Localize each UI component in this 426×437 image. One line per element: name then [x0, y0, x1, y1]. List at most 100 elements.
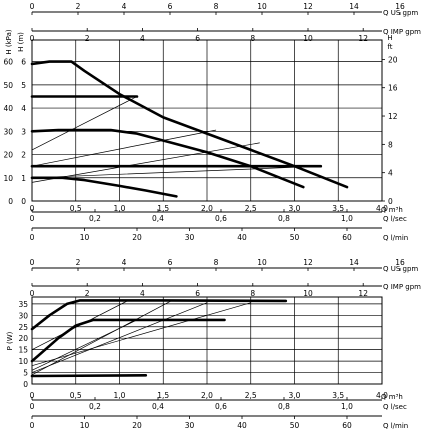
- w-tick-label: 25: [18, 323, 28, 332]
- imp-gpm-tick-label: 0: [30, 34, 35, 43]
- power-series-1: [30, 299, 288, 331]
- w-axis-label: P (W): [6, 331, 14, 350]
- m-tick-label: 0: [21, 197, 26, 206]
- m-tick-label: 4: [21, 104, 26, 113]
- m-axis-label: H (m): [17, 32, 25, 52]
- lsec-tick-label: 0,6: [215, 214, 227, 223]
- power-series-4: [31, 300, 129, 351]
- m3h-tick-label: 4,0: [376, 391, 388, 400]
- us-gpm-tick-label: 4: [122, 258, 127, 267]
- ft-tick-label: 20: [388, 55, 398, 64]
- imp-gpm-tick-label: 12: [358, 289, 368, 298]
- m3h-tick-label: 4,0: [376, 204, 388, 213]
- m3h-tick-label: 3,5: [332, 391, 344, 400]
- us-gpm-tick-label: 0: [30, 258, 35, 267]
- lsec-tick-label: 0,4: [152, 402, 164, 411]
- kpa-tick-label: 40: [3, 104, 13, 113]
- us-gpm-tick-label: 2: [76, 258, 81, 267]
- lsec-tick-label: 0,2: [89, 214, 101, 223]
- us-gpm-tick-label: 16: [395, 258, 405, 267]
- m3h-tick-label: 2,0: [201, 391, 213, 400]
- lsec-tick-label: 0,8: [278, 214, 290, 223]
- us-gpm-tick-label: 12: [303, 2, 313, 11]
- m3h-tick-label: 3,5: [332, 204, 344, 213]
- us-gpm-tick-label: 10: [257, 2, 267, 11]
- w-tick-label: 0: [23, 380, 28, 389]
- imp-gpm-tick-label: 8: [250, 34, 255, 43]
- kpa-tick-label: 30: [3, 127, 13, 136]
- power-plot-frame: [31, 296, 383, 385]
- lsec-tick-label: 1,0: [341, 402, 353, 411]
- imp-gpm-tick-label: 4: [140, 34, 145, 43]
- ft-tick-label: 4: [388, 169, 393, 178]
- lmin-tick-label: 30: [185, 233, 195, 242]
- ft-tick-label: 0: [388, 197, 393, 206]
- imp-gpm-tick-label: 10: [303, 289, 313, 298]
- lsec-tick-label: 0: [30, 214, 35, 223]
- m3h-tick-label: 1,5: [157, 391, 169, 400]
- w-tick-label: 10: [18, 357, 28, 366]
- us-gpm-tick-label: 4: [122, 2, 127, 11]
- m3h-axis-label: Q m³h: [381, 206, 403, 214]
- w-tick-label: 15: [18, 346, 28, 355]
- imp-gpm-tick-label: 6: [195, 289, 200, 298]
- m3h-tick-label: 1,0: [114, 391, 126, 400]
- m-tick-label: 2: [21, 151, 26, 160]
- m3h-axis-label: Q m³h: [381, 393, 403, 401]
- lsec-tick-label: 0: [30, 402, 35, 411]
- us-gpm-tick-label: 2: [76, 2, 81, 11]
- us-gpm-tick-label: 10: [257, 258, 267, 267]
- us-gpm-tick-label: 0: [30, 2, 35, 11]
- imp-gpm-tick-label: 12: [358, 34, 368, 43]
- head-series-9: [31, 142, 260, 183]
- imp-gpm-tick-label: 2: [85, 289, 90, 298]
- m3h-tick-label: 1,5: [157, 204, 169, 213]
- us-gpm-tick-label: 6: [168, 2, 173, 11]
- head-series-5: [30, 176, 178, 198]
- imp-gpm-tick-label: 4: [140, 289, 145, 298]
- m-tick-label: 1: [21, 174, 26, 183]
- imp-gpm-tick-label: 8: [250, 289, 255, 298]
- power-series-6: [31, 302, 208, 373]
- m3h-tick-label: 0: [30, 391, 35, 400]
- kpa-tick-label: 60: [3, 58, 13, 67]
- ft-axis-label-ft: ft: [387, 43, 392, 51]
- kpa-tick-label: 0: [8, 197, 13, 206]
- lsec-axis-label: Q l/sec: [383, 403, 407, 411]
- m3h-tick-label: 2,0: [201, 204, 213, 213]
- head-series-6: [31, 96, 138, 151]
- us-gpm-tick-label: 16: [395, 2, 405, 11]
- m-tick-label: 6: [21, 58, 26, 67]
- m3h-tick-label: 3,0: [289, 204, 301, 213]
- imp-gpm-tick-label: 6: [195, 34, 200, 43]
- lmin-tick-label: 30: [185, 421, 195, 430]
- power-series-8: [31, 302, 252, 367]
- m3h-tick-label: 0,5: [70, 391, 82, 400]
- us-gpm-tick-label: 14: [349, 2, 359, 11]
- lsec-tick-label: 0,4: [152, 214, 164, 223]
- m3h-tick-label: 3,0: [289, 391, 301, 400]
- ft-axis-label-h: H: [387, 34, 392, 42]
- head-series-3: [30, 128, 305, 189]
- kpa-tick-label: 50: [3, 81, 13, 90]
- lmin-tick-label: 0: [30, 421, 35, 430]
- m3h-tick-label: 0,5: [70, 204, 82, 213]
- lmin-tick-label: 60: [342, 421, 352, 430]
- m3h-tick-label: 0: [30, 204, 35, 213]
- kpa-tick-label: 10: [3, 174, 13, 183]
- lmin-tick-label: 50: [290, 421, 300, 430]
- head-series-8: [31, 165, 322, 179]
- us-gpm-tick-label: 14: [349, 258, 359, 267]
- lmin-tick-label: 50: [290, 233, 300, 242]
- lmin-tick-label: 20: [132, 421, 142, 430]
- head-series-7: [31, 129, 217, 167]
- imp-gpm-axis-label: Q IMP gpm: [383, 283, 421, 291]
- lsec-tick-label: 1,0: [341, 214, 353, 223]
- lsec-tick-label: 0,6: [215, 402, 227, 411]
- lmin-tick-label: 40: [237, 233, 247, 242]
- power-series-3: [30, 374, 148, 378]
- imp-gpm-tick-label: 2: [85, 34, 90, 43]
- head-series-1: [30, 60, 349, 189]
- us-gpm-tick-label: 8: [214, 2, 219, 11]
- lsec-axis-label: Q l/sec: [383, 215, 407, 223]
